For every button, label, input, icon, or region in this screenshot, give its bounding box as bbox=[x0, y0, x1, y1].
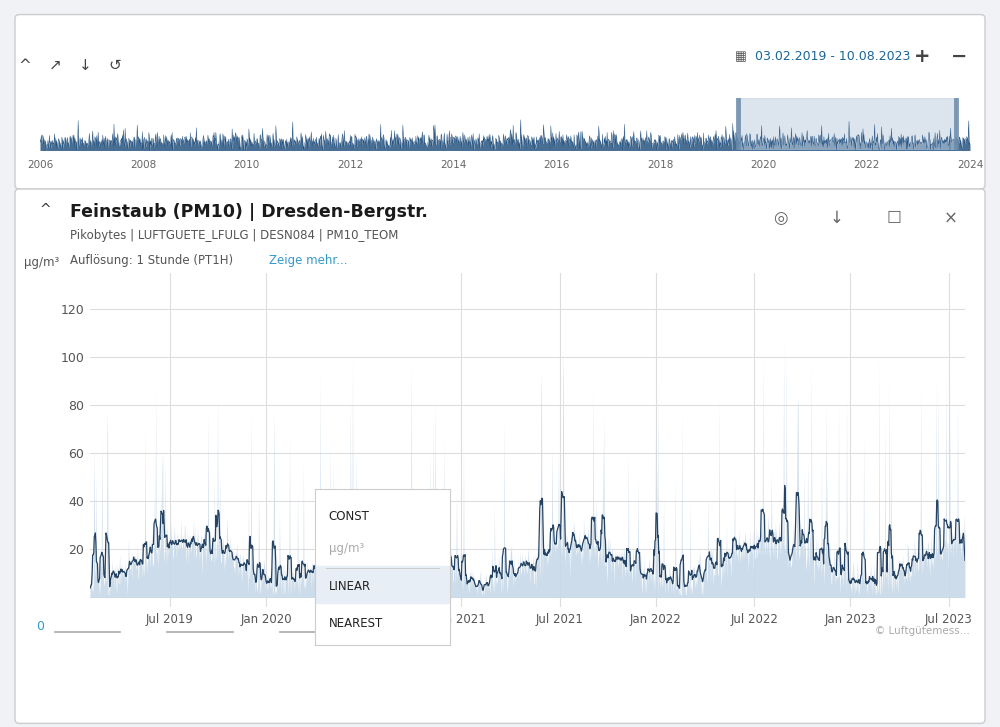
Text: Auflösung: 1 Stunde (PT1H): Auflösung: 1 Stunde (PT1H) bbox=[70, 254, 233, 268]
Text: 2006: 2006 bbox=[27, 160, 53, 169]
Text: 2014: 2014 bbox=[440, 160, 467, 169]
Text: 0: 0 bbox=[36, 620, 44, 633]
Text: ↓: ↓ bbox=[79, 58, 91, 73]
Text: ◎: ◎ bbox=[773, 209, 787, 227]
Text: 2010: 2010 bbox=[234, 160, 260, 169]
Text: ↺: ↺ bbox=[109, 58, 121, 73]
Text: ☐: ☐ bbox=[887, 209, 901, 227]
Text: ▦: ▦ bbox=[735, 50, 746, 63]
Text: Zeige mehr...: Zeige mehr... bbox=[269, 254, 347, 268]
Text: ↓: ↓ bbox=[830, 209, 844, 227]
Text: μg/m³: μg/m³ bbox=[24, 257, 60, 269]
Text: CONST: CONST bbox=[328, 510, 369, 523]
Text: ^: ^ bbox=[40, 203, 52, 217]
Text: −: − bbox=[951, 47, 967, 66]
Text: 2018: 2018 bbox=[647, 160, 673, 169]
Text: 2022: 2022 bbox=[853, 160, 880, 169]
Text: μg/m³: μg/m³ bbox=[328, 542, 364, 555]
Text: 2020: 2020 bbox=[750, 160, 776, 169]
Text: Pikobytes | LUFTGUETE_LFULG | DESN084 | PM10_TEOM: Pikobytes | LUFTGUETE_LFULG | DESN084 | … bbox=[70, 230, 398, 242]
Text: 2016: 2016 bbox=[543, 160, 570, 169]
Text: 2008: 2008 bbox=[130, 160, 156, 169]
Text: 2012: 2012 bbox=[337, 160, 363, 169]
Bar bbox=[315, 566, 450, 603]
Text: 03.02.2019 - 10.08.2023: 03.02.2019 - 10.08.2023 bbox=[755, 50, 911, 63]
Text: +: + bbox=[914, 47, 930, 66]
Text: ×: × bbox=[944, 209, 958, 227]
Text: NEAREST: NEAREST bbox=[328, 617, 383, 630]
Text: © Luftgütemess...: © Luftgütemess... bbox=[875, 626, 970, 636]
Text: 2024: 2024 bbox=[957, 160, 983, 169]
Text: LINEAR: LINEAR bbox=[328, 579, 371, 593]
Bar bbox=[738, 98, 956, 150]
Text: ↗: ↗ bbox=[49, 58, 61, 73]
Text: ^: ^ bbox=[19, 58, 31, 73]
Text: Feinstaub (PM10) | Dresden-Bergstr.: Feinstaub (PM10) | Dresden-Bergstr. bbox=[70, 203, 428, 221]
